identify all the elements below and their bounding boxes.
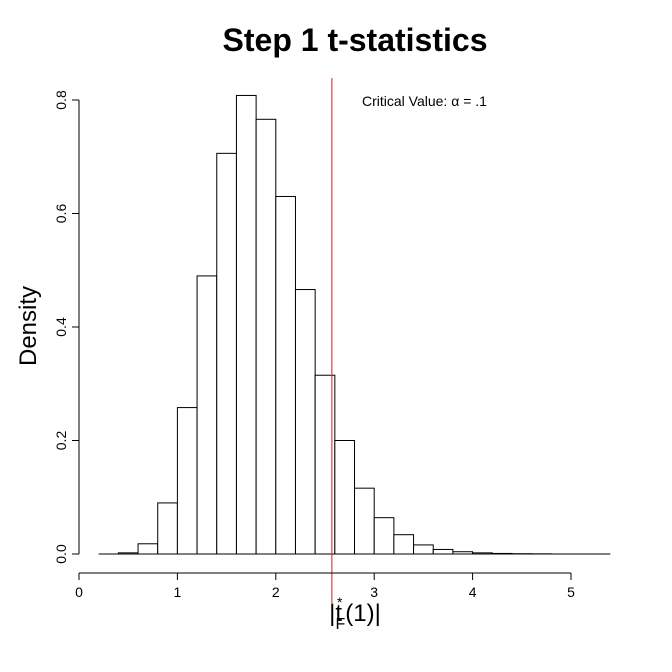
x-axis-title: |t* F(1)| (329, 594, 381, 633)
histogram-bar (137, 543, 159, 555)
histogram-bar (432, 548, 454, 555)
x-axis-title-superscript: * (337, 594, 343, 610)
y-tick-label: 0.4 (53, 317, 69, 337)
x-tick-label: 0 (75, 584, 83, 600)
histogram-bar (373, 517, 395, 555)
x-tick-label: 2 (272, 584, 280, 600)
x-tick-label: 3 (370, 584, 378, 600)
y-tick-label: 0.8 (53, 90, 69, 110)
y-axis: 0.0 0.2 0.4 0.6 0.8 (53, 90, 80, 564)
y-axis-title: Density (15, 286, 42, 366)
histogram-bar (334, 440, 356, 555)
x-axis-title-prefix: |t (329, 600, 342, 627)
histogram-bars (117, 94, 552, 555)
histogram-bar (216, 152, 237, 555)
x-tick-label: 5 (567, 584, 575, 600)
histogram-bar (157, 502, 178, 555)
x-tick-label: 4 (469, 584, 477, 600)
y-tick-label: 0.0 (53, 544, 69, 564)
x-axis-title-subscript: F (336, 616, 346, 633)
histogram-bar (275, 195, 296, 555)
x-tick-label: 1 (174, 584, 182, 600)
histogram-bar (294, 289, 316, 555)
x-axis-title-suffix: (1)| (345, 600, 381, 627)
histogram-bar (196, 275, 218, 555)
histogram-bar (255, 118, 277, 555)
y-tick-label: 0.6 (53, 204, 69, 224)
histogram-bar (393, 534, 415, 555)
chart-title: Step 1 t-statistics (223, 22, 488, 58)
histogram-bar (235, 94, 257, 555)
x-axis: 0 1 2 3 4 5 (75, 572, 575, 600)
y-tick-label: 0.2 (53, 431, 69, 451)
histogram-bar (413, 544, 434, 555)
critical-value-label: Critical Value: α = .1 (362, 93, 487, 109)
histogram-bar (176, 407, 198, 555)
histogram-bar (354, 487, 375, 555)
